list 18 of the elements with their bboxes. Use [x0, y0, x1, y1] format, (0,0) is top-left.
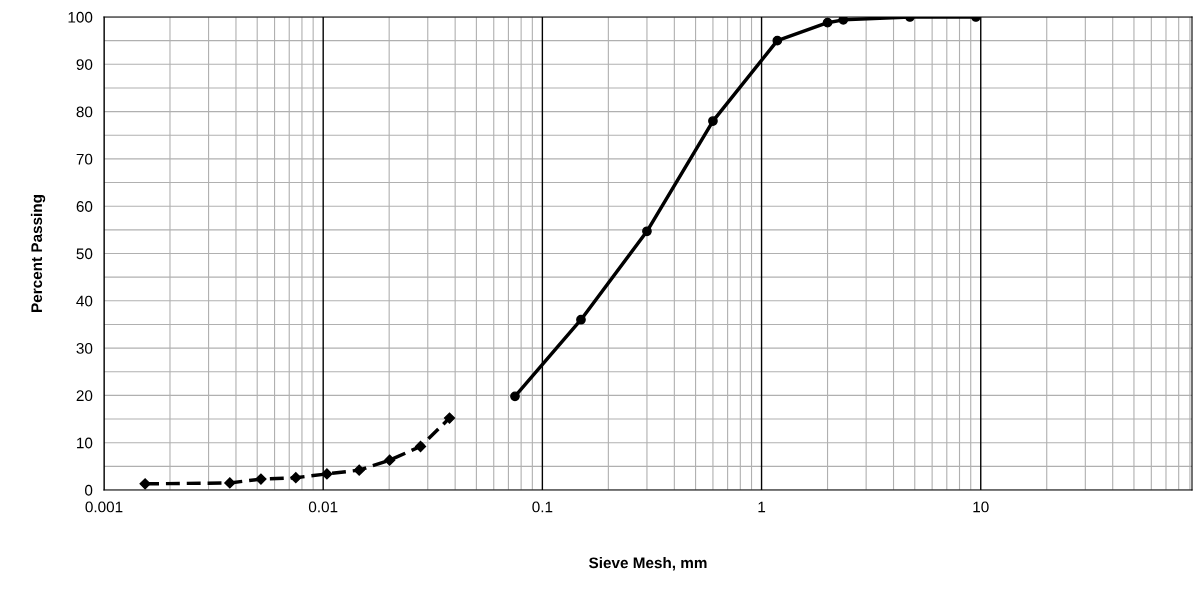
x-tick-label: 10 [973, 501, 989, 513]
y-axis-title: Percent Passing [30, 195, 46, 312]
y-tick-label: 80 [76, 106, 93, 118]
x-tick-label: 0.01 [308, 501, 338, 513]
y-tick-label: 10 [77, 437, 93, 449]
y-tick-label: 100 [68, 11, 93, 23]
y-tick-label: 0 [84, 484, 93, 496]
y-tick-label: 90 [76, 59, 93, 70]
x-tick-label: 1 [758, 501, 766, 513]
x-tick-label: 0.1 [532, 501, 553, 513]
x-axis-title: Sieve Mesh, mm [589, 557, 707, 571]
y-tick-label: 20 [76, 390, 93, 402]
y-tick-label: 50 [76, 248, 93, 260]
x-tick-label: 0.001 [85, 501, 123, 513]
y-tick-label: 40 [76, 295, 93, 307]
y-tick-label: 30 [76, 342, 93, 354]
y-tick-label: 70 [76, 153, 93, 165]
y-tick-label: 60 [76, 201, 93, 212]
